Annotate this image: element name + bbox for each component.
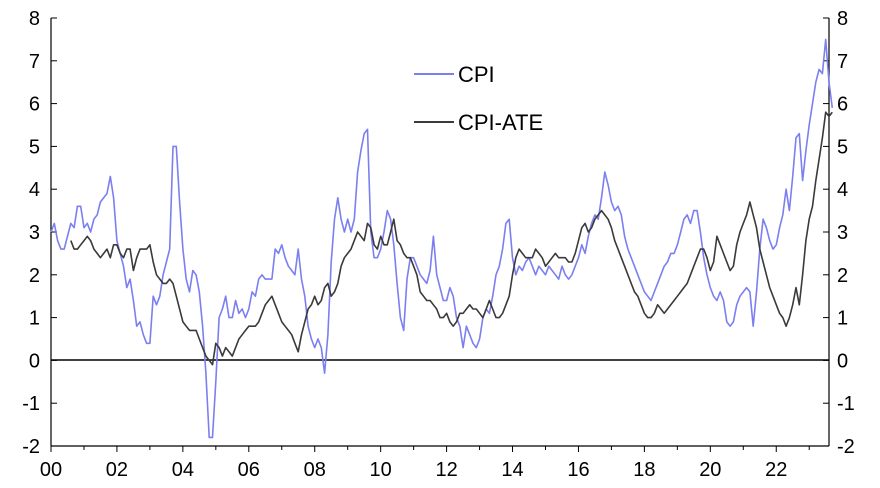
y-tick-label-left: 6 (29, 94, 40, 116)
left-y-ticks: -2 -1 0 1 2 3 4 5 6 7 8 (22, 8, 57, 458)
x-tick-label: 10 (370, 459, 392, 481)
y-tick-label-left: 3 (29, 222, 40, 244)
y-tick-label-right: 0 (837, 350, 848, 372)
legend-label-cpi: CPI (458, 62, 495, 87)
legend-label-cpi-ate: CPI-ATE (458, 110, 543, 135)
x-tick-label: 12 (435, 459, 457, 481)
series-line-cpi-ate (70, 111, 833, 366)
x-tick-label: 18 (633, 459, 655, 481)
y-tick-label-left: 0 (29, 350, 40, 372)
y-tick-label-right: 5 (837, 136, 848, 158)
legend-item-cpi: CPI (414, 62, 495, 87)
x-tick-label: 16 (567, 459, 589, 481)
x-tick-label: 08 (304, 459, 326, 481)
y-tick-label-left: 2 (29, 265, 40, 287)
x-tick-label: 00 (40, 459, 62, 481)
y-tick-label-right: -1 (837, 393, 855, 415)
y-tick-label-left: 8 (29, 8, 40, 30)
x-tick-label: 22 (765, 459, 787, 481)
y-tick-label-right: 6 (837, 94, 848, 116)
series-layer (50, 38, 834, 439)
y-tick-label-right: 2 (837, 265, 848, 287)
x-tick-label: 06 (238, 459, 260, 481)
x-tick-label: 20 (699, 459, 721, 481)
legend-item-cpi-ate: CPI-ATE (414, 110, 543, 135)
y-tick-label-right: 3 (837, 222, 848, 244)
y-tick-label-left: 5 (29, 136, 40, 158)
y-tick-label-right: 4 (837, 179, 848, 201)
y-tick-label-right: 7 (837, 51, 848, 73)
x-tick-label: 14 (501, 459, 523, 481)
y-tick-label-right: 8 (837, 8, 848, 30)
y-tick-label-left: 7 (29, 51, 40, 73)
y-tick-label-right: 1 (837, 308, 848, 330)
x-ticks: 00 02 04 06 08 10 12 14 16 18 20 22 (40, 446, 810, 481)
y-tick-label-left: -1 (22, 393, 40, 415)
y-tick-label-left: 4 (29, 179, 40, 201)
y-tick-label-right: -2 (837, 436, 855, 458)
y-tick-label-left: 1 (29, 308, 40, 330)
right-y-ticks: -2 -1 0 1 2 3 4 5 6 7 8 (823, 8, 855, 458)
legend: CPI CPI-ATE (414, 62, 543, 135)
series-line-cpi (50, 38, 834, 439)
axes (50, 18, 830, 447)
x-tick-label: 02 (106, 459, 128, 481)
y-tick-label-left: -2 (22, 436, 40, 458)
x-tick-label: 04 (172, 459, 194, 481)
